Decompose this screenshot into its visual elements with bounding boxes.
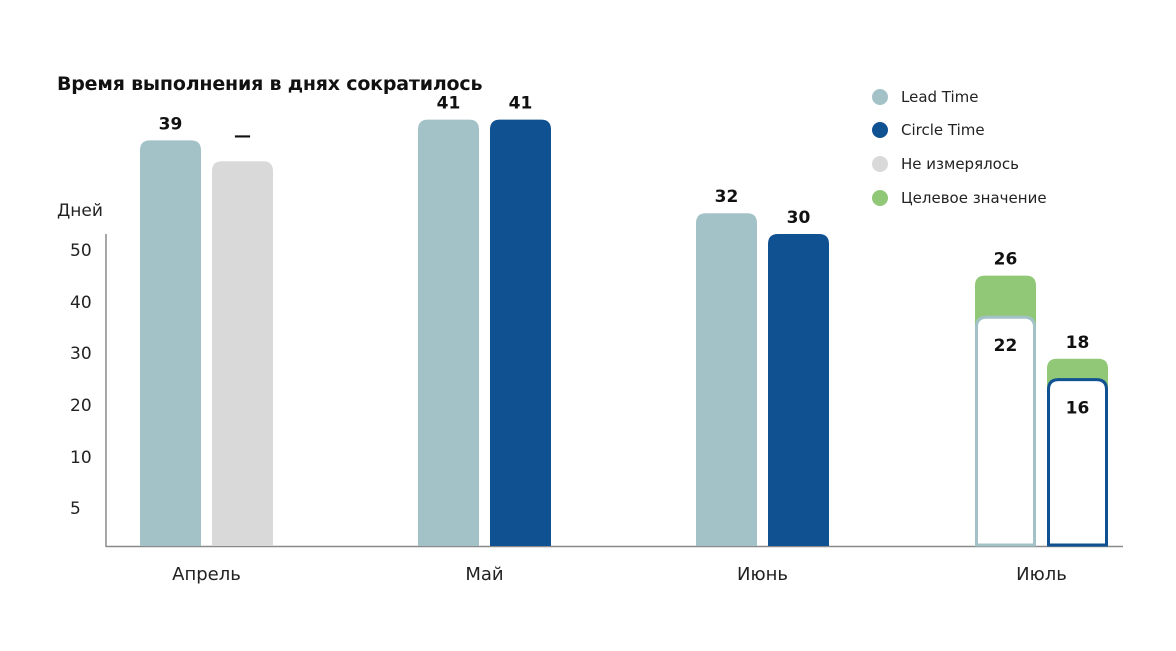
bar-data-label: 39 — [159, 114, 183, 134]
y-tick-label: 10 — [70, 448, 92, 468]
bar — [490, 119, 551, 546]
chart-title: Время выполнения в днях сократилось — [57, 73, 483, 95]
legend-label: Не измерялось — [901, 154, 1019, 173]
bar — [768, 234, 829, 546]
bar — [140, 140, 201, 546]
x-tick-label: Июнь — [737, 564, 788, 585]
legend-dot-icon — [872, 155, 888, 172]
target-data-label: 18 — [1066, 333, 1090, 353]
target-data-label: 26 — [994, 250, 1018, 270]
bar — [418, 119, 479, 546]
x-tick-label: Июль — [1016, 564, 1067, 585]
legend-item-not-measured: Не измерялось — [872, 147, 1047, 181]
legend-item-lead-time: Lead Time — [872, 80, 1047, 114]
y-tick-label: 40 — [70, 293, 92, 313]
legend-dot-icon — [872, 122, 888, 139]
legend-dot-icon — [872, 88, 888, 105]
y-tick-label: 5 — [70, 499, 81, 519]
bar-data-label: 16 — [1066, 399, 1090, 419]
not-measured-bar — [212, 161, 273, 546]
bar-data-label: 32 — [715, 187, 739, 207]
bar-data-label: 22 — [994, 336, 1018, 356]
bar-data-label: 30 — [787, 208, 811, 228]
legend-dot-icon — [872, 189, 888, 206]
y-tick-label: 20 — [70, 396, 92, 416]
legend: Lead Time Circle Time Не измерялось Целе… — [872, 80, 1047, 214]
y-axis-label: Дней — [57, 201, 103, 221]
bar-data-label: 41 — [509, 94, 533, 114]
bar-data-label: — — [234, 126, 251, 146]
legend-label: Целевое значение — [901, 188, 1047, 207]
legend-item-target: Целевое значение — [872, 181, 1047, 215]
y-tick-label: 50 — [70, 241, 92, 261]
legend-label: Circle Time — [901, 121, 985, 140]
bar-outline — [975, 315, 1036, 547]
legend-label: Lead Time — [901, 87, 979, 106]
bar-data-label: 41 — [437, 94, 461, 114]
legend-item-circle-time: Circle Time — [872, 114, 1047, 148]
bar — [696, 213, 757, 546]
x-tick-label: Май — [465, 564, 503, 585]
bar-outline — [1047, 378, 1108, 547]
y-tick-label: 30 — [70, 344, 92, 364]
x-tick-label: Апрель — [172, 564, 241, 585]
